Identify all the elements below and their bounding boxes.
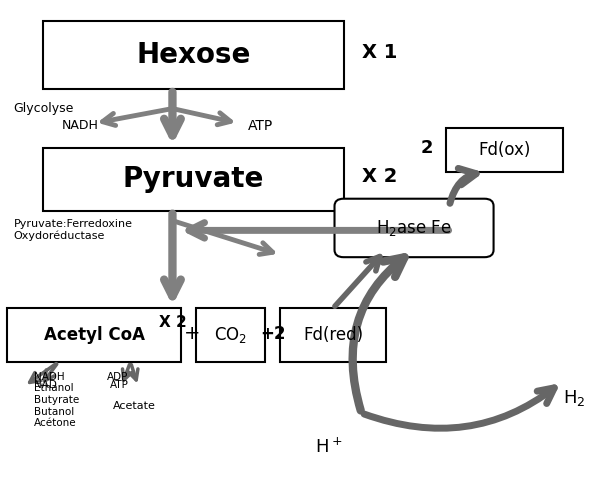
Text: ATP: ATP xyxy=(247,119,273,133)
FancyBboxPatch shape xyxy=(335,199,494,257)
Text: +: + xyxy=(184,324,201,343)
Text: H$_2$ase Fe: H$_2$ase Fe xyxy=(376,218,452,238)
FancyBboxPatch shape xyxy=(197,308,265,362)
Text: Glycolyse: Glycolyse xyxy=(13,102,74,115)
Text: ATP: ATP xyxy=(109,380,128,390)
FancyBboxPatch shape xyxy=(43,147,344,211)
Text: Hexose: Hexose xyxy=(136,41,251,69)
Text: Fd(red): Fd(red) xyxy=(303,326,363,344)
Text: Pyruvate: Pyruvate xyxy=(123,165,264,193)
Text: X 2: X 2 xyxy=(159,316,186,330)
Text: NAD: NAD xyxy=(34,380,57,390)
Text: NADH: NADH xyxy=(62,119,98,132)
Text: Pyruvate:Ferredoxine
Oxydoréductase: Pyruvate:Ferredoxine Oxydoréductase xyxy=(13,220,133,242)
Text: Fd(ox): Fd(ox) xyxy=(478,141,530,159)
FancyBboxPatch shape xyxy=(280,308,385,362)
Text: Acetate: Acetate xyxy=(112,401,156,411)
Text: X 2: X 2 xyxy=(362,167,397,186)
Text: +2: +2 xyxy=(260,325,285,343)
Text: NADH: NADH xyxy=(34,371,65,382)
Text: CO$_2$: CO$_2$ xyxy=(215,325,248,345)
Text: Éthanol
Butyrate
Butanol
Acétone: Éthanol Butyrate Butanol Acétone xyxy=(34,383,80,428)
FancyBboxPatch shape xyxy=(43,21,344,89)
Text: H$^+$: H$^+$ xyxy=(315,438,343,457)
FancyBboxPatch shape xyxy=(446,128,563,172)
Text: ADP: ADP xyxy=(106,371,128,382)
Text: H$_2$: H$_2$ xyxy=(563,389,586,409)
Text: X 1: X 1 xyxy=(362,43,397,62)
Text: Acetyl CoA: Acetyl CoA xyxy=(44,326,145,344)
Text: 2: 2 xyxy=(421,139,434,157)
FancyBboxPatch shape xyxy=(7,308,182,362)
